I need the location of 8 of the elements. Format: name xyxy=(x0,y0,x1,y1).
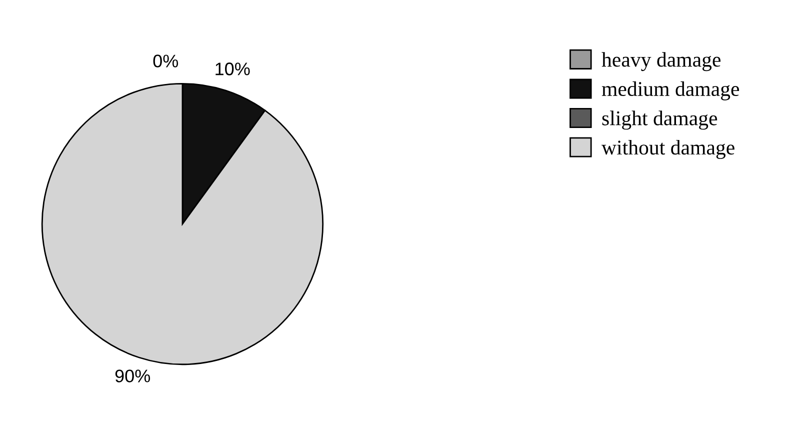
legend-label: medium damage xyxy=(602,81,740,100)
text: 0% xyxy=(153,54,178,68)
data-label: 10% xyxy=(216,62,250,76)
legend-label: without damage xyxy=(602,140,734,159)
legend-label: slight damage xyxy=(602,110,718,130)
legend-label: heavy damage xyxy=(602,52,720,72)
pie-slice xyxy=(41,82,324,366)
data-label: 90% xyxy=(115,370,150,382)
